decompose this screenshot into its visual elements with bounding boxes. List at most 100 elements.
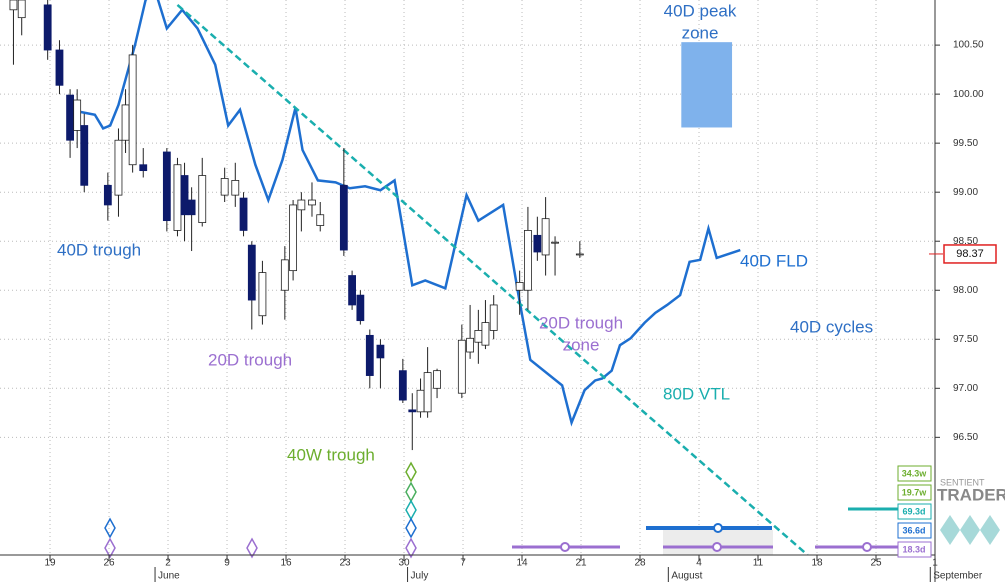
candle-body [187,199,196,216]
candle-body [55,49,64,86]
annotation: 40D peak [664,1,737,20]
annotation: 40D trough [57,240,141,259]
diamond [405,517,417,539]
diamond [104,537,116,559]
x-tick-label: 30 [398,558,410,569]
cycle-dot [712,542,722,552]
candle-body [474,330,483,343]
candle-body [239,197,248,231]
y-tick-label: 98.50 [953,236,978,247]
candle-body [258,272,267,317]
cycle-markers [104,461,930,559]
x-tick-label: 21 [575,558,587,569]
candle-body [524,230,532,291]
brand-small: SENTIENT [940,477,985,487]
x-tick-label: 11 [753,558,764,569]
y-tick-label: 99.00 [953,187,978,198]
candle-body [128,54,137,166]
cycle-label-box [897,465,932,482]
cycle-dot [862,542,872,552]
candle-body [348,275,356,306]
candle-body [80,125,89,186]
cycle-label-box [897,503,932,520]
candle-body [17,0,26,19]
cycle-dot [560,542,570,552]
cycle-label: 36.6d [902,525,925,535]
candle-body [162,151,171,222]
candle-body [280,259,289,291]
x-tick-label: 26 [103,558,115,569]
candle-body [9,0,18,11]
candle-body [489,304,498,331]
cycle-label-box [897,522,932,539]
series-label: 40D FLD [740,251,808,270]
diamond [246,537,258,559]
candle-body [308,199,316,206]
annotation: 40D cycles [790,317,873,336]
candle-body [398,370,407,401]
diamond [405,537,417,559]
candle-body [231,180,240,196]
logo-mark [940,515,1000,545]
series-line [176,3,809,555]
candle-body [365,334,374,376]
candle-body [376,344,385,359]
x-tick-label: 18 [811,558,823,569]
x-tick-label: 1 [932,558,938,569]
candle-body [416,389,425,413]
x-tick-label: 25 [870,558,882,569]
x-tick-label: 19 [44,558,56,569]
candle-body [457,339,466,394]
month-label: August [671,571,702,582]
diamond [104,517,116,539]
month-label: June [158,571,180,582]
candle-body [198,175,207,223]
cycle-label: 69.3d [902,506,925,516]
x-tick-label: 16 [280,558,292,569]
candle-body [533,234,542,253]
brand-large: TRADER [937,485,1005,504]
series-line [67,0,741,427]
peak-zone [681,42,733,128]
x-tick-label: 4 [696,558,702,569]
candle-body [408,409,417,413]
series-label: 80D VTL [663,384,730,403]
y-tick-label: 99.50 [953,138,978,149]
last-price-box [943,244,997,264]
last-price-label: 98.37 [956,248,984,260]
x-tick-label: 7 [460,558,466,569]
x-tick-label: 2 [165,558,171,569]
cycle-label-box [897,541,932,558]
candle-body [356,294,365,322]
annotation: 20D trough [539,313,623,332]
diamond [405,461,417,483]
annotation: 20D trough [208,350,292,369]
month-label: September [933,571,983,582]
candle-body [220,178,229,196]
y-tick-label: 96.50 [953,432,978,443]
candle-body [139,164,148,172]
x-tick-label: 28 [634,558,646,569]
candle-body [103,184,112,206]
candle-body [114,139,123,196]
annotation: 40W trough [287,445,375,464]
candle-body [316,214,325,226]
candle-body [481,322,490,346]
candle-body [575,253,584,256]
y-tick-label: 98.00 [953,285,978,296]
x-tick-label: 23 [339,558,351,569]
candle-body [66,94,74,141]
candle-body [339,184,348,251]
cycle-dot [713,523,723,533]
y-tick-label: 100.00 [953,89,984,100]
candle-body [43,4,52,51]
candle-body [466,337,474,353]
y-tick-label: 97.50 [953,334,978,345]
candle-body [433,370,441,389]
candle-body [173,164,182,231]
cycle-label-box [897,484,932,501]
cycle-label: 18.3d [902,544,925,554]
candle-body [73,99,82,131]
